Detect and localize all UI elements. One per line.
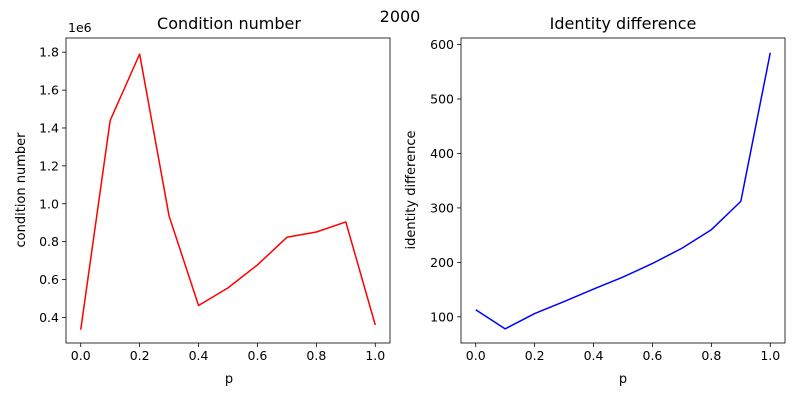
plot-area: 0.0 0.2 0.4 0.6 0.8 1.0 0.4 0.6 0.8 1.0 1.2 1.4 1.6 1… — [39, 37, 391, 363]
y-tick-label: 1.6 — [39, 83, 59, 98]
x-tick-label: 1.0 — [365, 348, 385, 363]
y-tick-label: 0.8 — [39, 234, 59, 249]
y-tick-label: 0.4 — [39, 310, 59, 325]
y-tick-label: 400 — [430, 146, 454, 161]
x-tick-label: 0.2 — [130, 348, 150, 363]
x-tick-label: 0.0 — [466, 348, 486, 363]
x-tick-label: 0.8 — [306, 348, 326, 363]
x-tick-label: 1.0 — [760, 348, 780, 363]
condition-number-panel: Condition number 1e6 0.0 0.2 0.4 0.6 0.8 1.00… — [14, 14, 391, 387]
chart-title: Condition number — [157, 14, 301, 33]
axes-frame — [460, 37, 786, 344]
x-axis-label: p — [619, 372, 627, 387]
x-tick-label: 0.2 — [525, 348, 545, 363]
x-tick-label: 0.8 — [701, 348, 721, 363]
chart-title: Identity difference — [550, 14, 697, 33]
series-line — [475, 52, 772, 330]
x-tick-label: 0.4 — [189, 348, 209, 363]
y-tick-label: 100 — [430, 309, 454, 324]
axes-frame — [65, 37, 391, 344]
y-tick-label: 1.4 — [39, 120, 59, 135]
y-tick-label: 1.0 — [39, 196, 59, 211]
y-axis-label: identity difference — [404, 131, 419, 250]
y-tick-label: 500 — [430, 92, 454, 107]
series-line — [79, 53, 376, 330]
y-tick-label: 1.8 — [39, 45, 59, 60]
x-tick-label: 0.4 — [584, 348, 604, 363]
figure-suptitle: 2000 — [380, 7, 421, 26]
y-tick-label: 600 — [430, 37, 454, 52]
y-offset-label: 1e6 — [68, 20, 92, 35]
x-tick-label: 0.0 — [71, 348, 91, 363]
y-axis-label: condition number — [14, 132, 29, 248]
x-tick-label: 0.6 — [248, 348, 268, 363]
y-tick-label: 0.6 — [39, 272, 59, 287]
plot-area: 0.0 0.2 0.4 0.6 0.8 1.0 100 200 300 400 500 600 — [430, 37, 786, 363]
y-tick-label: 300 — [430, 200, 454, 215]
y-tick-label: 200 — [430, 255, 454, 270]
x-tick-label: 0.6 — [643, 348, 663, 363]
y-tick-label: 1.2 — [39, 158, 59, 173]
x-axis-label: p — [225, 372, 233, 387]
identity-difference-panel: Identity difference 0.0 0.2 0.4 0.6 0.8 1.0 10… — [404, 14, 786, 387]
